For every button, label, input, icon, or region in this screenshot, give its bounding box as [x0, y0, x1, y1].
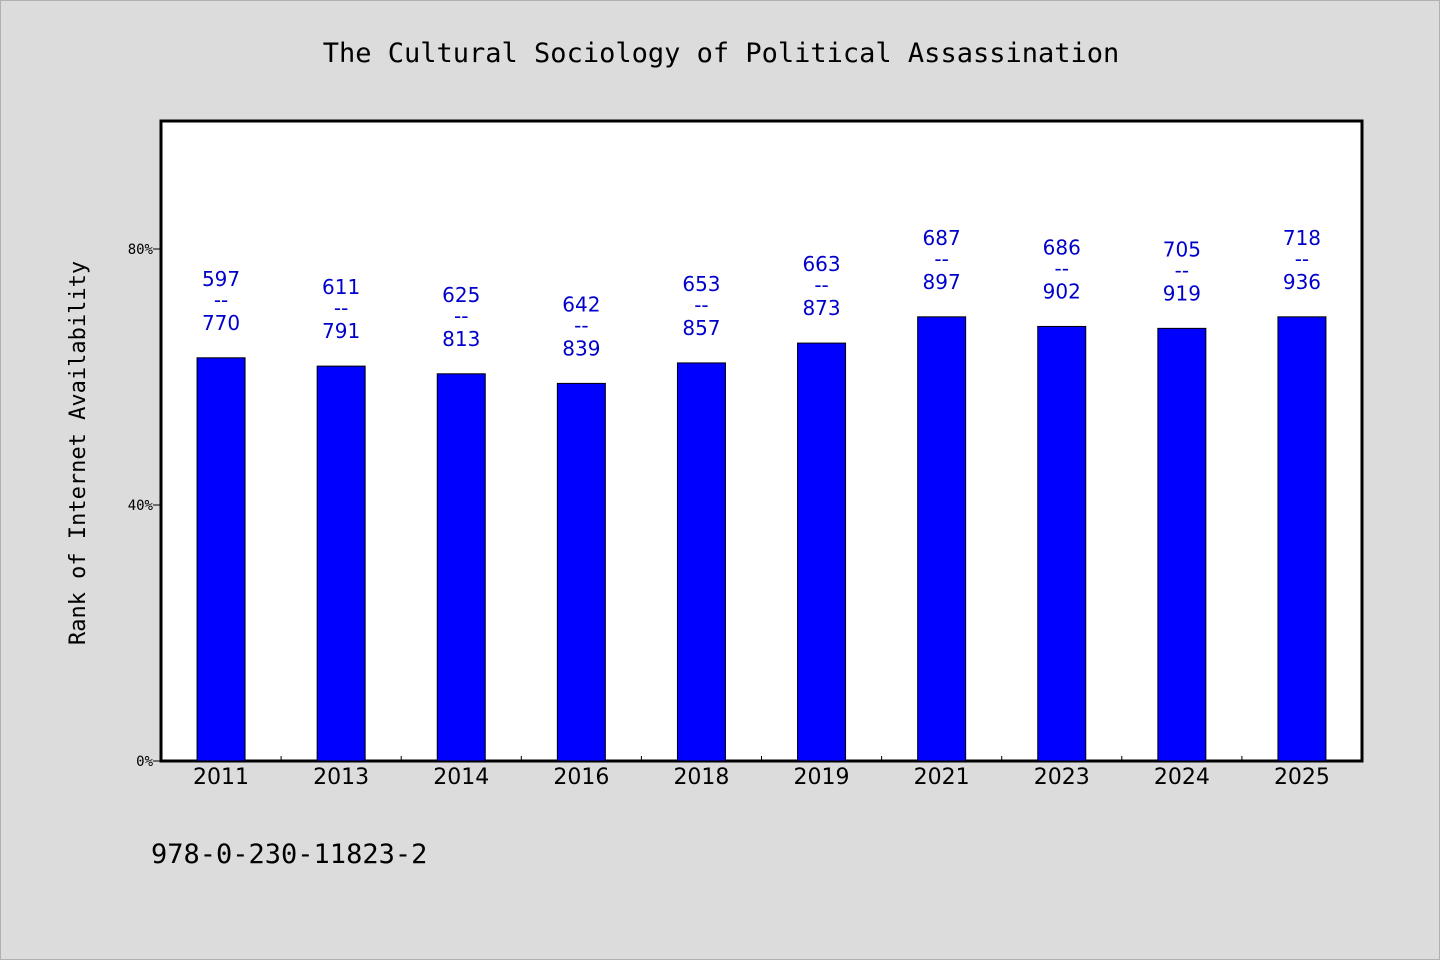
- x-tick-label: 2014: [433, 765, 489, 790]
- data-label-separator: --: [1055, 256, 1069, 280]
- data-label-top: 718: [1283, 226, 1321, 250]
- data-label-top: 642: [562, 292, 600, 316]
- data-label-top: 653: [682, 272, 720, 296]
- data-label-separator: --: [214, 288, 228, 312]
- x-tick-label: 2018: [673, 765, 729, 790]
- data-label-bottom: 919: [1163, 281, 1201, 305]
- bar-2014: [436, 373, 486, 762]
- y-tick-label: 0%: [136, 754, 153, 770]
- x-tick-label: 2016: [553, 765, 609, 790]
- data-labels-group: 770--597791--611813--625839--642857--653…: [202, 226, 1321, 361]
- y-axis-label: Rank of Internet Availability: [66, 261, 91, 645]
- data-label-bottom: 813: [442, 327, 480, 351]
- data-label-separator: --: [934, 247, 948, 271]
- x-tick-label: 2025: [1274, 765, 1330, 790]
- x-tick-label: 2013: [313, 765, 369, 790]
- bar-2023: [1037, 325, 1087, 762]
- y-tick-label: 40%: [128, 498, 154, 514]
- data-label-bottom: 936: [1283, 270, 1321, 294]
- data-label-top: 611: [322, 275, 360, 299]
- y-tick-label: 80%: [128, 242, 154, 258]
- data-label-separator: --: [574, 313, 588, 337]
- bar-2025: [1277, 316, 1327, 762]
- data-label-separator: --: [694, 293, 708, 317]
- x-tick-label: 2024: [1154, 765, 1210, 790]
- data-label-separator: --: [814, 273, 828, 297]
- bar-2018: [676, 362, 726, 762]
- data-label-top: 597: [202, 267, 240, 291]
- y-axis-ticks: 0% 40% 80%: [128, 242, 161, 770]
- footnote-isbn: 978-0-230-11823-2: [151, 839, 427, 870]
- x-tick-label: 2011: [193, 765, 249, 790]
- data-label-bottom: 897: [923, 270, 961, 294]
- bar-2024: [1157, 327, 1207, 762]
- data-label-separator: --: [1295, 247, 1309, 271]
- x-axis-ticks: 2011 2013 2014 2016 2018 2019 2021 2023 2024 2025: [193, 756, 1330, 790]
- data-label-bottom: 857: [682, 316, 720, 340]
- data-label-bottom: 791: [322, 319, 360, 343]
- data-label-top: 625: [442, 283, 480, 307]
- data-label-separator: --: [334, 296, 348, 320]
- data-label-top: 686: [1043, 235, 1081, 259]
- x-tick-label: 2023: [1034, 765, 1090, 790]
- bar-2016: [556, 382, 606, 762]
- data-label-separator: --: [1175, 258, 1189, 282]
- data-label-separator: --: [454, 304, 468, 328]
- bars-group: [196, 316, 1327, 762]
- bar-2021: [917, 316, 967, 762]
- chart-title: The Cultural Sociology of Political Assa…: [323, 38, 1120, 69]
- bar-2013: [316, 365, 366, 762]
- x-tick-label: 2021: [914, 765, 970, 790]
- data-label-bottom: 873: [802, 296, 840, 320]
- data-label-top: 705: [1163, 237, 1201, 261]
- bar-2019: [797, 342, 847, 762]
- data-label-top: 687: [923, 226, 961, 250]
- data-label-top: 663: [802, 252, 840, 276]
- data-label-bottom: 839: [562, 336, 600, 360]
- data-label-bottom: 902: [1043, 279, 1081, 303]
- x-tick-label: 2019: [794, 765, 850, 790]
- data-label-bottom: 770: [202, 311, 240, 335]
- bar-2011: [196, 357, 246, 762]
